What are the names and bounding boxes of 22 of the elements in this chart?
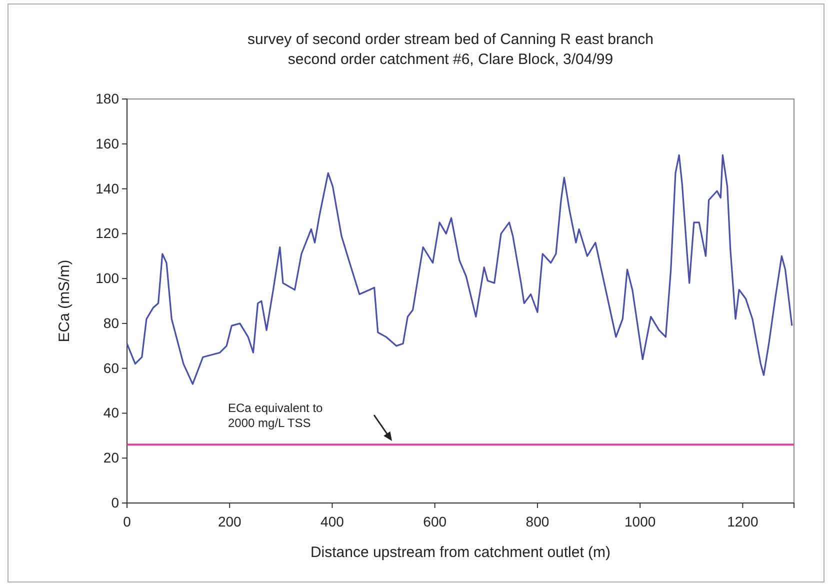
y-tick-label: 180 [96, 90, 120, 106]
y-tick-label: 40 [103, 404, 120, 421]
line-series [126, 154, 793, 385]
y-tick-label: 0 [111, 494, 120, 510]
y-tick-label: 80 [103, 314, 120, 331]
y-axis-title: ECa (mS/m) [56, 260, 73, 342]
x-axis-title: Distance upstream from catchment outlet (m) [310, 544, 611, 561]
y-tick-label: 120 [96, 225, 120, 242]
x-tick-label: 800 [526, 513, 550, 530]
y-tick-label: 100 [96, 270, 120, 286]
x-tick-label: 600 [423, 513, 447, 530]
y-tick-label: 160 [96, 135, 120, 152]
x-tick-label: 1000 [624, 513, 656, 530]
x-tick-label: 400 [320, 513, 344, 530]
y-tick-label: 20 [103, 450, 120, 466]
x-tick-label: 200 [218, 513, 242, 530]
x-tick-label: 1200 [727, 513, 758, 530]
chart-title: survey of second order stream bed of Canning R east branch second order catchment #6, Clare Block, 3/04/99 [247, 31, 654, 68]
x-tick-label: 0 [123, 513, 132, 530]
y-tick-label: 140 [96, 180, 120, 196]
y-tick-label: 60 [103, 360, 120, 376]
annotation: ECa equivalent to 2000 mg/L TSS [228, 401, 324, 430]
